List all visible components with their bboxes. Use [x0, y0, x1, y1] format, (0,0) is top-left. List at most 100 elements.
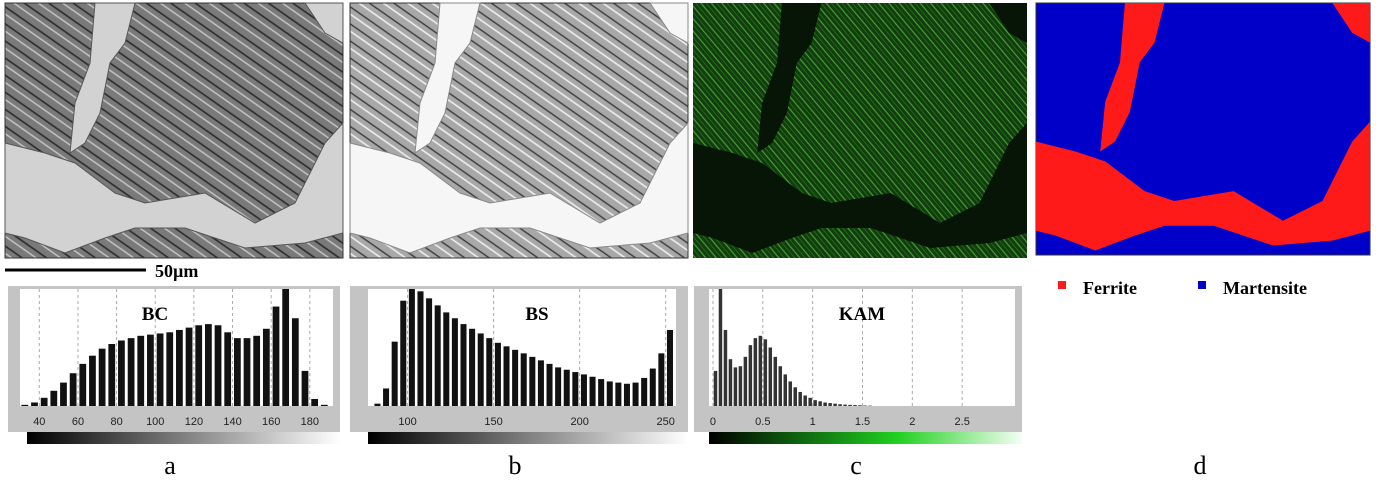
- histogram-bar: [632, 382, 639, 406]
- histogram-bar: [79, 363, 87, 406]
- histogram-bar: [262, 328, 270, 406]
- x-tick-label: 120: [185, 416, 203, 428]
- x-tick-label: 1.5: [855, 416, 870, 428]
- histogram-bar: [713, 370, 718, 406]
- histogram-bar: [434, 305, 441, 406]
- histogram-bar: [477, 333, 484, 406]
- histogram-bar: [320, 404, 328, 406]
- legend-label: Ferrite: [1083, 278, 1137, 298]
- x-tick-label: 0.5: [755, 416, 770, 428]
- histogram-bar: [31, 402, 38, 406]
- histogram-bar: [98, 348, 106, 406]
- histogram-bar: [417, 291, 424, 406]
- histogram-bar: [572, 372, 579, 406]
- histogram-bar: [848, 404, 852, 406]
- histogram-bar: [858, 405, 862, 406]
- histogram-title: BS: [525, 304, 548, 325]
- histogram-bar: [783, 374, 787, 406]
- x-tick-label: 0: [710, 416, 716, 428]
- histogram-bar: [843, 404, 847, 406]
- x-tick-label: 60: [72, 416, 84, 428]
- histogram-bar: [803, 395, 807, 406]
- histogram-bar: [60, 382, 67, 406]
- histogram-bar: [89, 355, 96, 406]
- histogram-bar: [606, 381, 613, 406]
- histogram-bar: [580, 374, 587, 406]
- histogram-bar: [758, 335, 763, 406]
- histogram-bar: [763, 339, 768, 406]
- histogram-bar: [311, 398, 319, 406]
- histogram-bar: [808, 397, 812, 406]
- histogram-bar: [460, 324, 467, 406]
- histogram-bar: [374, 403, 381, 406]
- histogram-bar: [272, 306, 280, 406]
- color-bar: [368, 432, 688, 444]
- x-tick-label: 2: [909, 416, 915, 428]
- x-tick-label: 250: [656, 416, 674, 428]
- histogram-bar: [451, 318, 458, 406]
- histogram-bar: [748, 345, 753, 406]
- x-tick-label: 150: [484, 416, 502, 428]
- micrograph-bc: [4, 2, 344, 259]
- histogram-bar: [185, 327, 193, 406]
- histogram-bar: [823, 402, 827, 406]
- histogram-bar: [69, 373, 77, 406]
- histogram-bar: [818, 401, 822, 406]
- histogram-bar: [649, 368, 656, 406]
- histogram-bar: [118, 340, 125, 406]
- histogram-bar: [469, 328, 476, 406]
- histogram-bar: [243, 338, 251, 406]
- histogram-bar: [108, 343, 116, 406]
- x-tick-label: 2.5: [955, 416, 970, 428]
- histogram-bar: [641, 377, 648, 406]
- histogram-bar: [718, 289, 723, 406]
- histogram-bar: [176, 329, 183, 406]
- histogram-bar: [828, 403, 832, 406]
- histogram-bar: [400, 300, 407, 406]
- histogram-bar: [291, 318, 299, 406]
- histogram-bar: [253, 335, 261, 406]
- histogram-bar: [40, 397, 48, 406]
- x-tick-label: 160: [262, 416, 280, 428]
- histogram-bar: [233, 338, 241, 406]
- histogram-bar: [546, 363, 553, 406]
- histogram-bar: [529, 356, 536, 406]
- histogram-bar: [778, 366, 783, 406]
- histogram-bar: [773, 356, 778, 406]
- histogram-bar: [383, 388, 390, 406]
- histogram-bar: [623, 383, 630, 406]
- panel-label: d: [1194, 451, 1207, 480]
- histogram-bar: [127, 338, 135, 406]
- panel-label: a: [164, 451, 176, 480]
- histogram-bar: [728, 359, 733, 406]
- x-tick-label: 1: [810, 416, 816, 428]
- histogram-bar: [813, 400, 817, 406]
- panel-label: c: [850, 451, 862, 480]
- histogram-bar: [50, 390, 58, 406]
- histogram-bar: [391, 341, 398, 406]
- panel-label: b: [509, 451, 522, 480]
- histogram-bar: [520, 353, 527, 406]
- histogram-title: BC: [142, 304, 168, 325]
- histogram-bar: [738, 366, 743, 406]
- histogram-bar: [214, 325, 222, 406]
- x-tick-label: 80: [110, 416, 122, 428]
- histogram-bar: [204, 324, 212, 406]
- histogram-bar: [723, 329, 728, 406]
- histogram-bar: [166, 332, 174, 406]
- histogram-bar: [563, 369, 570, 406]
- histogram-bar: [408, 289, 415, 406]
- histogram-bar: [147, 334, 154, 406]
- histogram-bar: [753, 338, 758, 406]
- micrograph-kam: [693, 3, 1027, 258]
- histogram-bar: [282, 289, 290, 406]
- histogram-bar: [833, 403, 837, 406]
- x-tick-label: 140: [223, 416, 241, 428]
- color-bar: [709, 432, 1022, 444]
- x-tick-label: 40: [33, 416, 45, 428]
- histogram-bar: [301, 370, 309, 406]
- histogram-title: KAM: [839, 304, 886, 325]
- histogram-bar: [658, 353, 665, 406]
- histogram-bar: [21, 404, 29, 406]
